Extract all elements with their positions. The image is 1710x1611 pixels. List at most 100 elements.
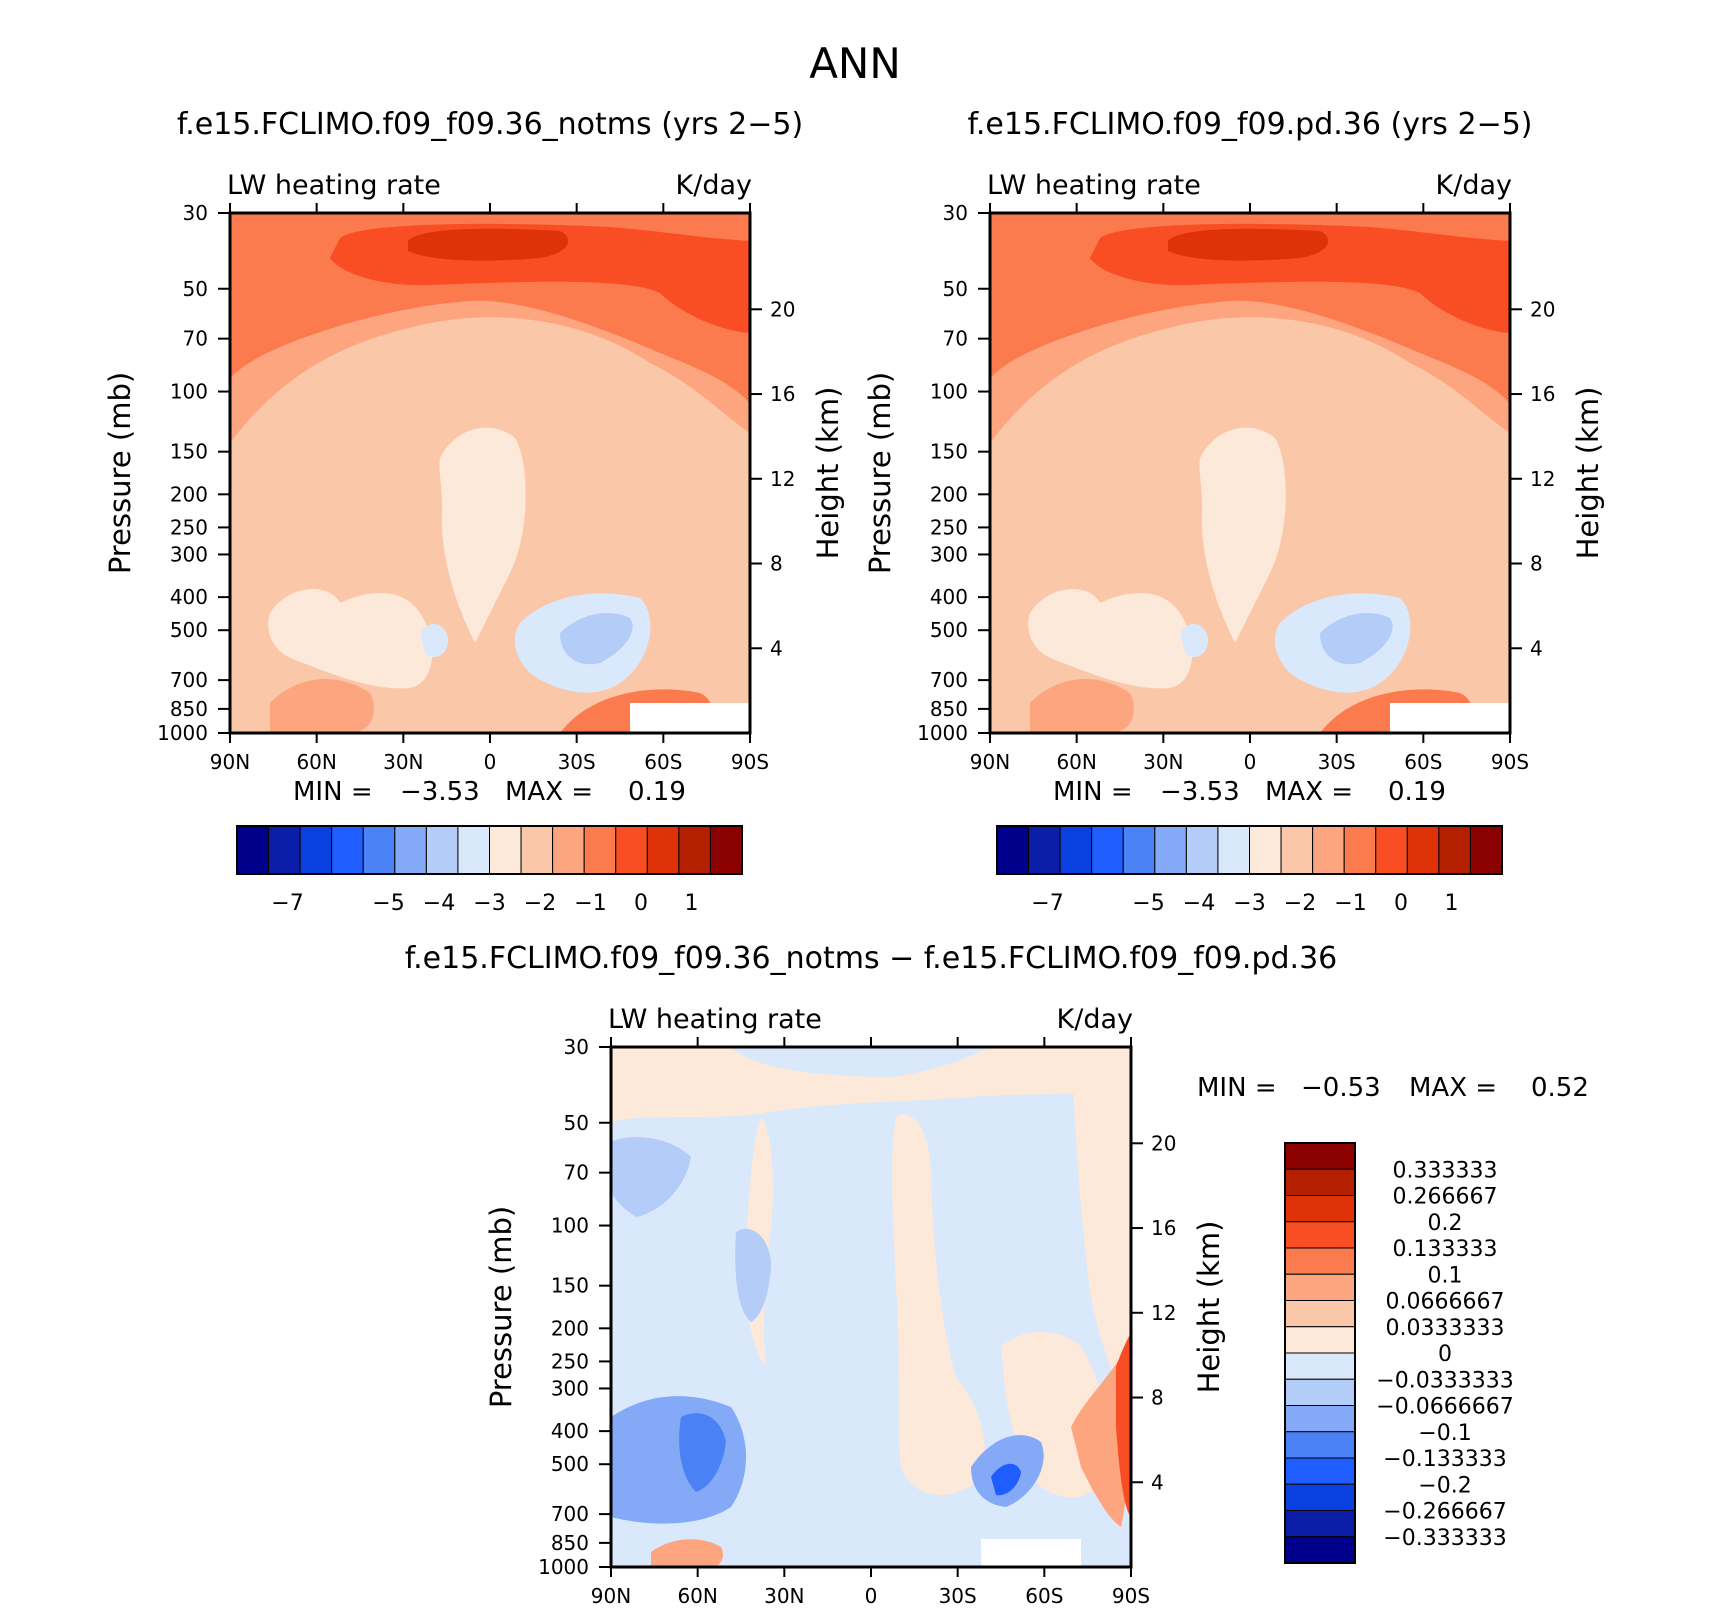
min-value: −3.53 bbox=[1160, 777, 1240, 807]
colorbar-swatch bbox=[1284, 1247, 1356, 1275]
y-tick-label: 500 bbox=[551, 1452, 589, 1476]
x-tick-label: 30N bbox=[764, 1584, 804, 1608]
main-title: ANN bbox=[809, 39, 901, 88]
y-tick-label: 100 bbox=[551, 1214, 589, 1238]
y-tick-label: 150 bbox=[551, 1274, 589, 1298]
colorbar-swatch bbox=[678, 825, 711, 875]
contour-warm-right bbox=[1071, 1047, 1131, 1407]
y-tick-label: 400 bbox=[930, 585, 968, 609]
y-tick-label: 250 bbox=[170, 515, 208, 539]
y-tick-label: 1000 bbox=[917, 721, 968, 745]
colorbar: −7 −5 −4 −3 −2 −1 0 1 bbox=[996, 825, 1503, 916]
y-tick-label: 1000 bbox=[538, 1555, 589, 1579]
colorbar-frame bbox=[996, 825, 1503, 875]
colorbar-label: −0.0333333 bbox=[1376, 1368, 1513, 1393]
colorbar-swatch bbox=[1284, 1168, 1356, 1196]
max-label: MAX = bbox=[505, 777, 593, 807]
colorbar-swatch bbox=[1059, 825, 1093, 875]
left-string: LW heating rate bbox=[608, 1004, 822, 1035]
colorbar-label: −0.133333 bbox=[1383, 1447, 1506, 1472]
x-tick-label: 60N bbox=[677, 1584, 717, 1608]
colorbar-vertical: 0.3333330.2666670.20.1333330.10.06666670… bbox=[1284, 1142, 1514, 1564]
colorbar-swatch bbox=[1028, 825, 1061, 875]
y-tick-label: 850 bbox=[930, 697, 968, 721]
contour-cool-column bbox=[735, 1228, 771, 1322]
colorbar-swatch bbox=[331, 825, 364, 875]
colorbar-swatch bbox=[425, 825, 459, 875]
colorbar-swatch bbox=[1438, 825, 1471, 875]
y-tick-right-label: 20 bbox=[1151, 1131, 1176, 1155]
x-tick-label: 30S bbox=[1318, 750, 1356, 774]
colorbar-swatch bbox=[996, 825, 1030, 875]
colorbar-frame bbox=[236, 825, 743, 875]
colorbar-swatch bbox=[1343, 825, 1377, 875]
colorbar-swatch bbox=[1280, 825, 1314, 875]
colorbar-swatch bbox=[709, 825, 743, 875]
colorbar-label: 0 bbox=[1394, 891, 1408, 916]
colorbar-label: −1 bbox=[1334, 891, 1366, 916]
x-tick-label: 90S bbox=[1112, 1584, 1150, 1608]
y-tick-label: 700 bbox=[551, 1502, 589, 1526]
contour-warm-top bbox=[611, 1047, 1131, 1122]
x-tick-label: 30S bbox=[558, 750, 596, 774]
colorbar-label: −0.1 bbox=[1418, 1421, 1471, 1446]
y-tick-label: 1000 bbox=[157, 721, 208, 745]
contour-small-cool bbox=[1180, 623, 1209, 658]
colorbar-swatch bbox=[615, 825, 648, 875]
y-tick-right-label: 16 bbox=[1530, 382, 1555, 406]
colorbar-swatch bbox=[1284, 1536, 1356, 1564]
min-label: MIN = bbox=[1053, 777, 1133, 807]
ylabel-right: Height (km) bbox=[811, 387, 845, 560]
y-tick-label: 50 bbox=[943, 277, 968, 301]
y-tick-label: 70 bbox=[183, 327, 208, 351]
x-tick-label: 60S bbox=[1025, 1584, 1063, 1608]
y-tick-label: 400 bbox=[551, 1419, 589, 1443]
colorbar-swatch bbox=[299, 825, 333, 875]
max-label: MAX = bbox=[1265, 777, 1353, 807]
y-tick-label: 300 bbox=[170, 542, 208, 566]
x-tick-label: 90N bbox=[210, 750, 250, 774]
colorbar-label: 0.1 bbox=[1428, 1263, 1463, 1288]
ylabel: Pressure (mb) bbox=[863, 372, 897, 574]
x-tick-label: 0 bbox=[484, 750, 497, 774]
x-tick-label: 90S bbox=[731, 750, 769, 774]
colorbar-swatch bbox=[1284, 1457, 1356, 1485]
max-value: 0.19 bbox=[1388, 777, 1446, 807]
left-string: LW heating rate bbox=[987, 170, 1201, 201]
colorbar-swatch bbox=[1284, 1405, 1356, 1433]
colorbar-label: −5 bbox=[1132, 891, 1164, 916]
min-label: MIN = bbox=[293, 777, 373, 807]
colorbar-swatch bbox=[1284, 1378, 1356, 1406]
x-tick-label: 0 bbox=[1244, 750, 1257, 774]
y-tick-label: 70 bbox=[564, 1161, 589, 1185]
x-tick-label: 30N bbox=[1143, 750, 1183, 774]
max-value: 0.19 bbox=[628, 777, 686, 807]
contour-lower-cool-core bbox=[560, 613, 633, 665]
colorbar-label: 1 bbox=[1445, 891, 1459, 916]
y-tick-label: 500 bbox=[930, 618, 968, 642]
colorbar-label: 0.333333 bbox=[1393, 1158, 1498, 1183]
contour-warm-center bbox=[892, 1114, 985, 1496]
y-tick-label: 30 bbox=[564, 1035, 589, 1059]
colorbar-swatch bbox=[236, 825, 270, 875]
colorbar-label: −3 bbox=[473, 891, 505, 916]
contour-surface-warm bbox=[270, 679, 374, 733]
x-tick-label: 90S bbox=[1491, 750, 1529, 774]
colorbar-swatch bbox=[394, 825, 427, 875]
y-tick-label: 850 bbox=[551, 1531, 589, 1555]
colorbar-label: −7 bbox=[271, 891, 303, 916]
colorbar-swatch bbox=[362, 825, 396, 875]
colorbar-swatch bbox=[1284, 1483, 1356, 1511]
panel-difference: f.e15.FCLIMO.f09_f09.36_notms − f.e15.FC… bbox=[405, 941, 1589, 1608]
colorbar-label: 1 bbox=[685, 891, 699, 916]
contour-cool-nh-upper bbox=[611, 1137, 691, 1217]
colorbar-swatch bbox=[1284, 1221, 1356, 1249]
colorbar-swatch bbox=[552, 825, 585, 875]
minmax: MIN = −3.53 MAX = 0.19 bbox=[1053, 777, 1446, 807]
colorbar-label: −5 bbox=[372, 891, 404, 916]
y-tick-label: 300 bbox=[930, 542, 968, 566]
y-tick-right-label: 16 bbox=[1151, 1216, 1176, 1240]
contour-lower-cool-core bbox=[1320, 613, 1393, 665]
colorbar-swatch bbox=[583, 825, 617, 875]
